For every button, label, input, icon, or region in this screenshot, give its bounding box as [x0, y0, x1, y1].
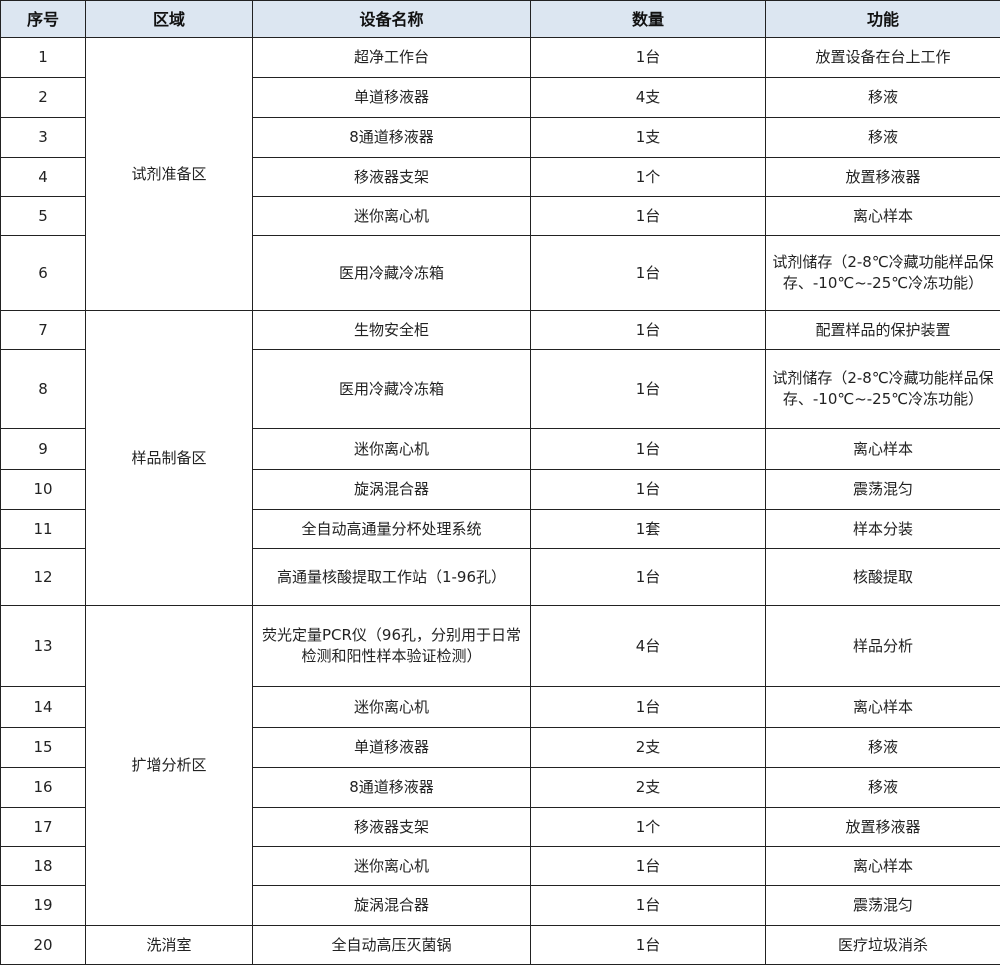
equipment-name: 移液器支架 [253, 808, 531, 847]
equipment-name: 迷你离心机 [253, 429, 531, 470]
quantity: 1套 [531, 510, 766, 549]
quantity: 1支 [531, 118, 766, 158]
function: 震荡混匀 [766, 886, 1000, 926]
row-number: 19 [1, 886, 86, 926]
equipment-name: 迷你离心机 [253, 197, 531, 236]
row-number: 14 [1, 687, 86, 728]
row-number: 2 [1, 78, 86, 118]
function: 移液 [766, 728, 1000, 768]
function: 核酸提取 [766, 549, 1000, 606]
function: 离心样本 [766, 197, 1000, 236]
row-number: 13 [1, 606, 86, 687]
quantity: 1台 [531, 687, 766, 728]
function: 放置移液器 [766, 808, 1000, 847]
quantity: 1台 [531, 38, 766, 78]
row-number: 10 [1, 470, 86, 510]
header-func: 功能 [766, 1, 1000, 38]
equipment-name: 旋涡混合器 [253, 470, 531, 510]
function: 样本分装 [766, 510, 1000, 549]
row-number: 7 [1, 311, 86, 350]
quantity: 1台 [531, 549, 766, 606]
function: 医疗垃圾消杀 [766, 926, 1000, 965]
quantity: 1台 [531, 311, 766, 350]
function: 移液 [766, 118, 1000, 158]
row-number: 9 [1, 429, 86, 470]
row-number: 17 [1, 808, 86, 847]
quantity: 1台 [531, 926, 766, 965]
function: 离心样本 [766, 687, 1000, 728]
equipment-name: 迷你离心机 [253, 847, 531, 886]
row-number: 12 [1, 549, 86, 606]
row-number: 5 [1, 197, 86, 236]
region-cell: 样品制备区 [86, 311, 253, 606]
quantity: 1个 [531, 158, 766, 197]
equipment-name: 8通道移液器 [253, 768, 531, 808]
equipment-name: 全自动高通量分杯处理系统 [253, 510, 531, 549]
equipment-name: 移液器支架 [253, 158, 531, 197]
equipment-name: 单道移液器 [253, 78, 531, 118]
region-cell: 扩增分析区 [86, 606, 253, 926]
header-name: 设备名称 [253, 1, 531, 38]
row-number: 8 [1, 350, 86, 429]
header-no: 序号 [1, 1, 86, 38]
quantity: 1个 [531, 808, 766, 847]
function: 移液 [766, 78, 1000, 118]
row-number: 4 [1, 158, 86, 197]
quantity: 1台 [531, 470, 766, 510]
equipment-name: 医用冷藏冷冻箱 [253, 236, 531, 311]
equipment-name: 荧光定量PCR仪（96孔，分别用于日常检测和阳性样本验证检测） [253, 606, 531, 687]
row-number: 16 [1, 768, 86, 808]
equipment-name: 8通道移液器 [253, 118, 531, 158]
equipment-name: 全自动高压灭菌锅 [253, 926, 531, 965]
function: 放置移液器 [766, 158, 1000, 197]
equipment-name: 超净工作台 [253, 38, 531, 78]
header-qty: 数量 [531, 1, 766, 38]
equipment-name: 迷你离心机 [253, 687, 531, 728]
quantity: 1台 [531, 197, 766, 236]
equipment-name: 旋涡混合器 [253, 886, 531, 926]
function: 试剂储存（2-8℃冷藏功能样品保存、-10℃~-25℃冷冻功能） [766, 236, 1000, 311]
header-row: 序号 区域 设备名称 数量 功能 [1, 1, 1000, 38]
quantity: 4支 [531, 78, 766, 118]
function: 配置样品的保护装置 [766, 311, 1000, 350]
equipment-name: 高通量核酸提取工作站（1-96孔） [253, 549, 531, 606]
function: 移液 [766, 768, 1000, 808]
quantity: 1台 [531, 847, 766, 886]
function: 样品分析 [766, 606, 1000, 687]
row-number: 20 [1, 926, 86, 965]
equipment-name: 医用冷藏冷冻箱 [253, 350, 531, 429]
row-number: 18 [1, 847, 86, 886]
function: 离心样本 [766, 429, 1000, 470]
row-number: 11 [1, 510, 86, 549]
row-number: 15 [1, 728, 86, 768]
quantity: 4台 [531, 606, 766, 687]
function: 震荡混匀 [766, 470, 1000, 510]
quantity: 1台 [531, 429, 766, 470]
row-number: 1 [1, 38, 86, 78]
equipment-name: 生物安全柜 [253, 311, 531, 350]
quantity: 2支 [531, 728, 766, 768]
quantity: 1台 [531, 886, 766, 926]
equipment-name: 单道移液器 [253, 728, 531, 768]
function: 试剂储存（2-8℃冷藏功能样品保存、-10℃~-25℃冷冻功能） [766, 350, 1000, 429]
quantity: 1台 [531, 236, 766, 311]
function: 放置设备在台上工作 [766, 38, 1000, 78]
region-cell: 洗消室 [86, 926, 253, 965]
row-number: 3 [1, 118, 86, 158]
row-number: 6 [1, 236, 86, 311]
header-region: 区域 [86, 1, 253, 38]
region-cell: 试剂准备区 [86, 38, 253, 311]
function: 离心样本 [766, 847, 1000, 886]
quantity: 2支 [531, 768, 766, 808]
quantity: 1台 [531, 350, 766, 429]
